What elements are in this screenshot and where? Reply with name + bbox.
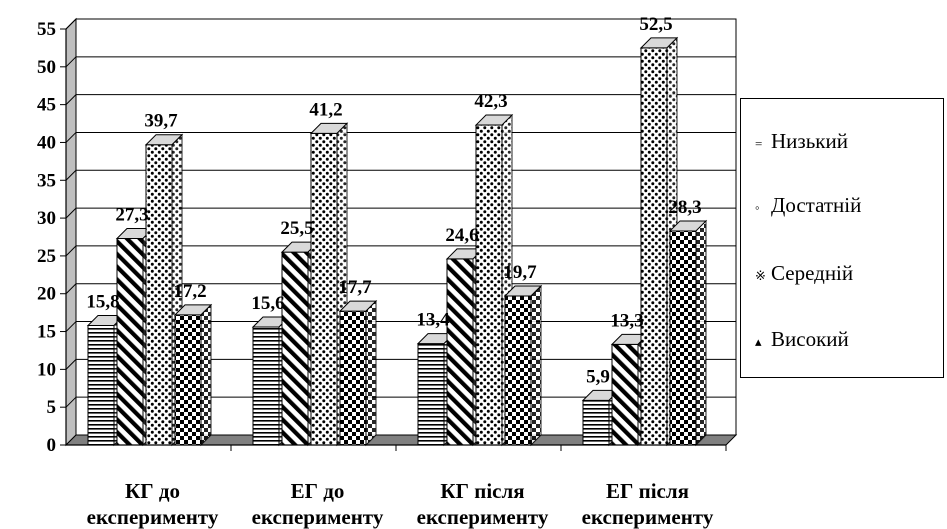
bar-front [339, 310, 367, 446]
x-category-label: КГ після [440, 479, 524, 503]
y-tick-label: 40 [37, 132, 56, 153]
data-label: 24,6 [445, 225, 478, 246]
gridline-side [65, 321, 77, 332]
bar-front [252, 326, 280, 446]
bar-side [365, 299, 377, 447]
y-tick-label: 50 [37, 57, 56, 78]
data-label: 28,3 [668, 197, 701, 218]
legend-item-medium: ※ Середній [755, 261, 853, 286]
bar-front [281, 251, 309, 446]
data-label: 19,7 [503, 262, 537, 283]
bar-front [310, 132, 338, 446]
bar-front [116, 238, 144, 446]
bar-side [530, 284, 542, 447]
x-category-label: ЕГ до [291, 479, 345, 503]
gridline-side [65, 283, 77, 295]
gridline-side [65, 56, 77, 68]
legend: = Низький ◦ Достатній ※ Середній ▴ Високий [740, 98, 944, 378]
legend-label-sufficient: Достатній [771, 193, 862, 217]
data-label: 41,2 [309, 99, 342, 120]
x-category-label: КГ до [125, 479, 180, 503]
bar-side [695, 219, 707, 447]
x-category-label: ЕГ після [606, 479, 689, 503]
y-tick-label: 25 [37, 246, 56, 267]
gridline-side [65, 207, 77, 219]
bar-front [504, 295, 532, 446]
data-label: 25,5 [280, 218, 313, 239]
bar-front [582, 399, 610, 446]
legend-marker-sufficient: ◦ [755, 200, 760, 215]
bar [173, 303, 213, 447]
legend-item-high: ▴ Високий [755, 327, 849, 352]
y-tick-label: 30 [37, 208, 56, 229]
y-tick-label: 55 [37, 19, 56, 40]
bar [338, 299, 378, 447]
gridline-side [65, 94, 77, 105]
legend-label-medium: Середній [771, 261, 854, 285]
bar-side [200, 303, 212, 447]
x-category-label: експерименту [252, 505, 384, 529]
data-label: 52,5 [639, 14, 672, 35]
data-label: 13,3 [610, 310, 643, 331]
data-labels-group: 15,8 27,3 39,7 17,2 15,6 25,5 41,2 17,7 13,4 24,6… [86, 14, 701, 387]
bar-front [446, 258, 474, 446]
gridline-side [65, 18, 77, 30]
bars-group [86, 36, 708, 447]
y-tick-label: 5 [47, 397, 57, 418]
legend-item-sufficient: ◦ Достатній [755, 193, 861, 218]
bar-front [87, 324, 115, 446]
gridline-side [65, 359, 77, 370]
x-category-label: експерименту [417, 505, 549, 529]
legend-marker-low: = [755, 136, 763, 151]
y-tick-label: 20 [37, 284, 56, 305]
bar-front [611, 343, 639, 446]
data-label: 15,8 [86, 291, 119, 312]
gridline-side [65, 132, 77, 143]
x-category-label: експерименту [582, 505, 714, 529]
data-label: 42,3 [474, 91, 507, 112]
legend-label-low: Низький [771, 129, 848, 153]
data-label: 17,7 [338, 277, 372, 298]
bar-front [669, 230, 697, 446]
bar-front [145, 144, 173, 446]
bar-front [475, 124, 503, 446]
y-axis: 0 5 10 15 20 25 30 35 40 45 50 55 [37, 19, 67, 456]
data-label: 13,4 [416, 310, 450, 331]
data-label: 15,6 [251, 293, 284, 314]
legend-item-low: = Низький [755, 129, 848, 154]
bar [668, 219, 708, 447]
y-tick-label: 45 [37, 95, 56, 116]
data-label: 5,9 [586, 366, 610, 387]
legend-marker-medium: ※ [755, 268, 766, 283]
legend-marker-high: ▴ [755, 334, 762, 349]
bar-front [417, 343, 445, 446]
y-tick-label: 10 [37, 359, 56, 380]
side-wall [65, 17, 77, 447]
bar-front [640, 47, 668, 446]
gridline-side [65, 245, 77, 257]
gridline-side [65, 169, 77, 181]
bar-front [174, 314, 202, 446]
y-tick-label: 0 [47, 435, 57, 456]
bar [503, 284, 543, 447]
gridline-side [65, 396, 77, 408]
y-tick-label: 15 [37, 322, 56, 343]
legend-label-high: Високий [771, 327, 849, 351]
data-label: 27,3 [115, 205, 148, 226]
data-label: 39,7 [144, 111, 178, 132]
y-tick-label: 35 [37, 170, 56, 191]
data-label: 17,2 [173, 281, 206, 302]
x-category-label: експерименту [87, 505, 219, 529]
